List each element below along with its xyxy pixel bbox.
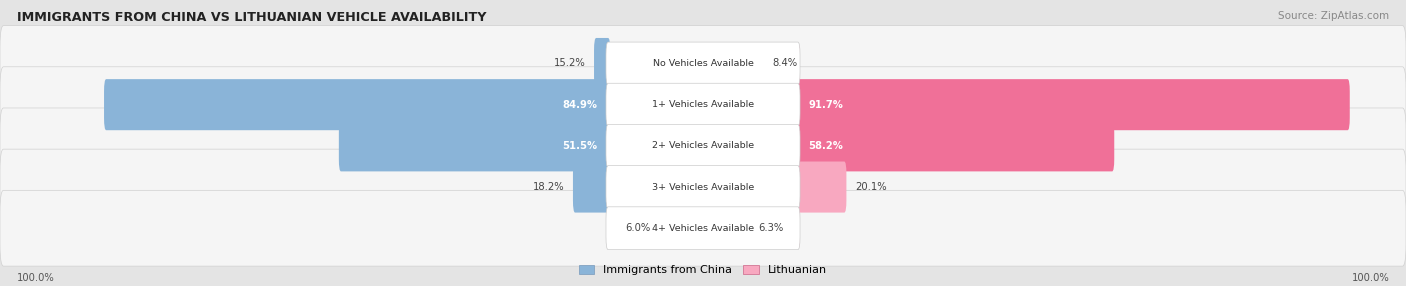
FancyBboxPatch shape <box>593 38 610 89</box>
Text: 15.2%: 15.2% <box>554 59 586 68</box>
Text: 100.0%: 100.0% <box>1351 273 1389 283</box>
Text: 3+ Vehicles Available: 3+ Vehicles Available <box>652 182 754 192</box>
FancyBboxPatch shape <box>0 67 1406 142</box>
Text: Source: ZipAtlas.com: Source: ZipAtlas.com <box>1278 11 1389 21</box>
Text: 8.4%: 8.4% <box>773 59 797 68</box>
FancyBboxPatch shape <box>796 162 846 212</box>
Text: 100.0%: 100.0% <box>17 273 55 283</box>
FancyBboxPatch shape <box>606 124 800 167</box>
FancyBboxPatch shape <box>606 207 800 250</box>
FancyBboxPatch shape <box>796 120 1115 171</box>
FancyBboxPatch shape <box>104 79 610 130</box>
FancyBboxPatch shape <box>797 44 800 83</box>
FancyBboxPatch shape <box>339 120 610 171</box>
Text: No Vehicles Available: No Vehicles Available <box>652 59 754 68</box>
Text: 20.1%: 20.1% <box>855 182 886 192</box>
Text: 58.2%: 58.2% <box>808 141 844 151</box>
FancyBboxPatch shape <box>606 42 800 85</box>
FancyBboxPatch shape <box>0 190 1406 266</box>
Legend: Immigrants from China, Lithuanian: Immigrants from China, Lithuanian <box>576 263 830 278</box>
Text: 84.9%: 84.9% <box>562 100 598 110</box>
Text: 18.2%: 18.2% <box>533 182 565 192</box>
FancyBboxPatch shape <box>606 166 800 208</box>
FancyBboxPatch shape <box>0 108 1406 184</box>
Text: 2+ Vehicles Available: 2+ Vehicles Available <box>652 141 754 150</box>
FancyBboxPatch shape <box>797 209 800 248</box>
Text: 4+ Vehicles Available: 4+ Vehicles Available <box>652 224 754 233</box>
FancyBboxPatch shape <box>0 149 1406 225</box>
FancyBboxPatch shape <box>796 79 1350 130</box>
Text: 51.5%: 51.5% <box>562 141 598 151</box>
Text: IMMIGRANTS FROM CHINA VS LITHUANIAN VEHICLE AVAILABILITY: IMMIGRANTS FROM CHINA VS LITHUANIAN VEHI… <box>17 11 486 24</box>
Text: 6.0%: 6.0% <box>626 223 650 233</box>
FancyBboxPatch shape <box>606 83 800 126</box>
FancyBboxPatch shape <box>0 26 1406 101</box>
FancyBboxPatch shape <box>574 162 610 212</box>
Text: 1+ Vehicles Available: 1+ Vehicles Available <box>652 100 754 109</box>
FancyBboxPatch shape <box>659 209 662 248</box>
Text: 91.7%: 91.7% <box>808 100 844 110</box>
Text: 6.3%: 6.3% <box>758 223 783 233</box>
